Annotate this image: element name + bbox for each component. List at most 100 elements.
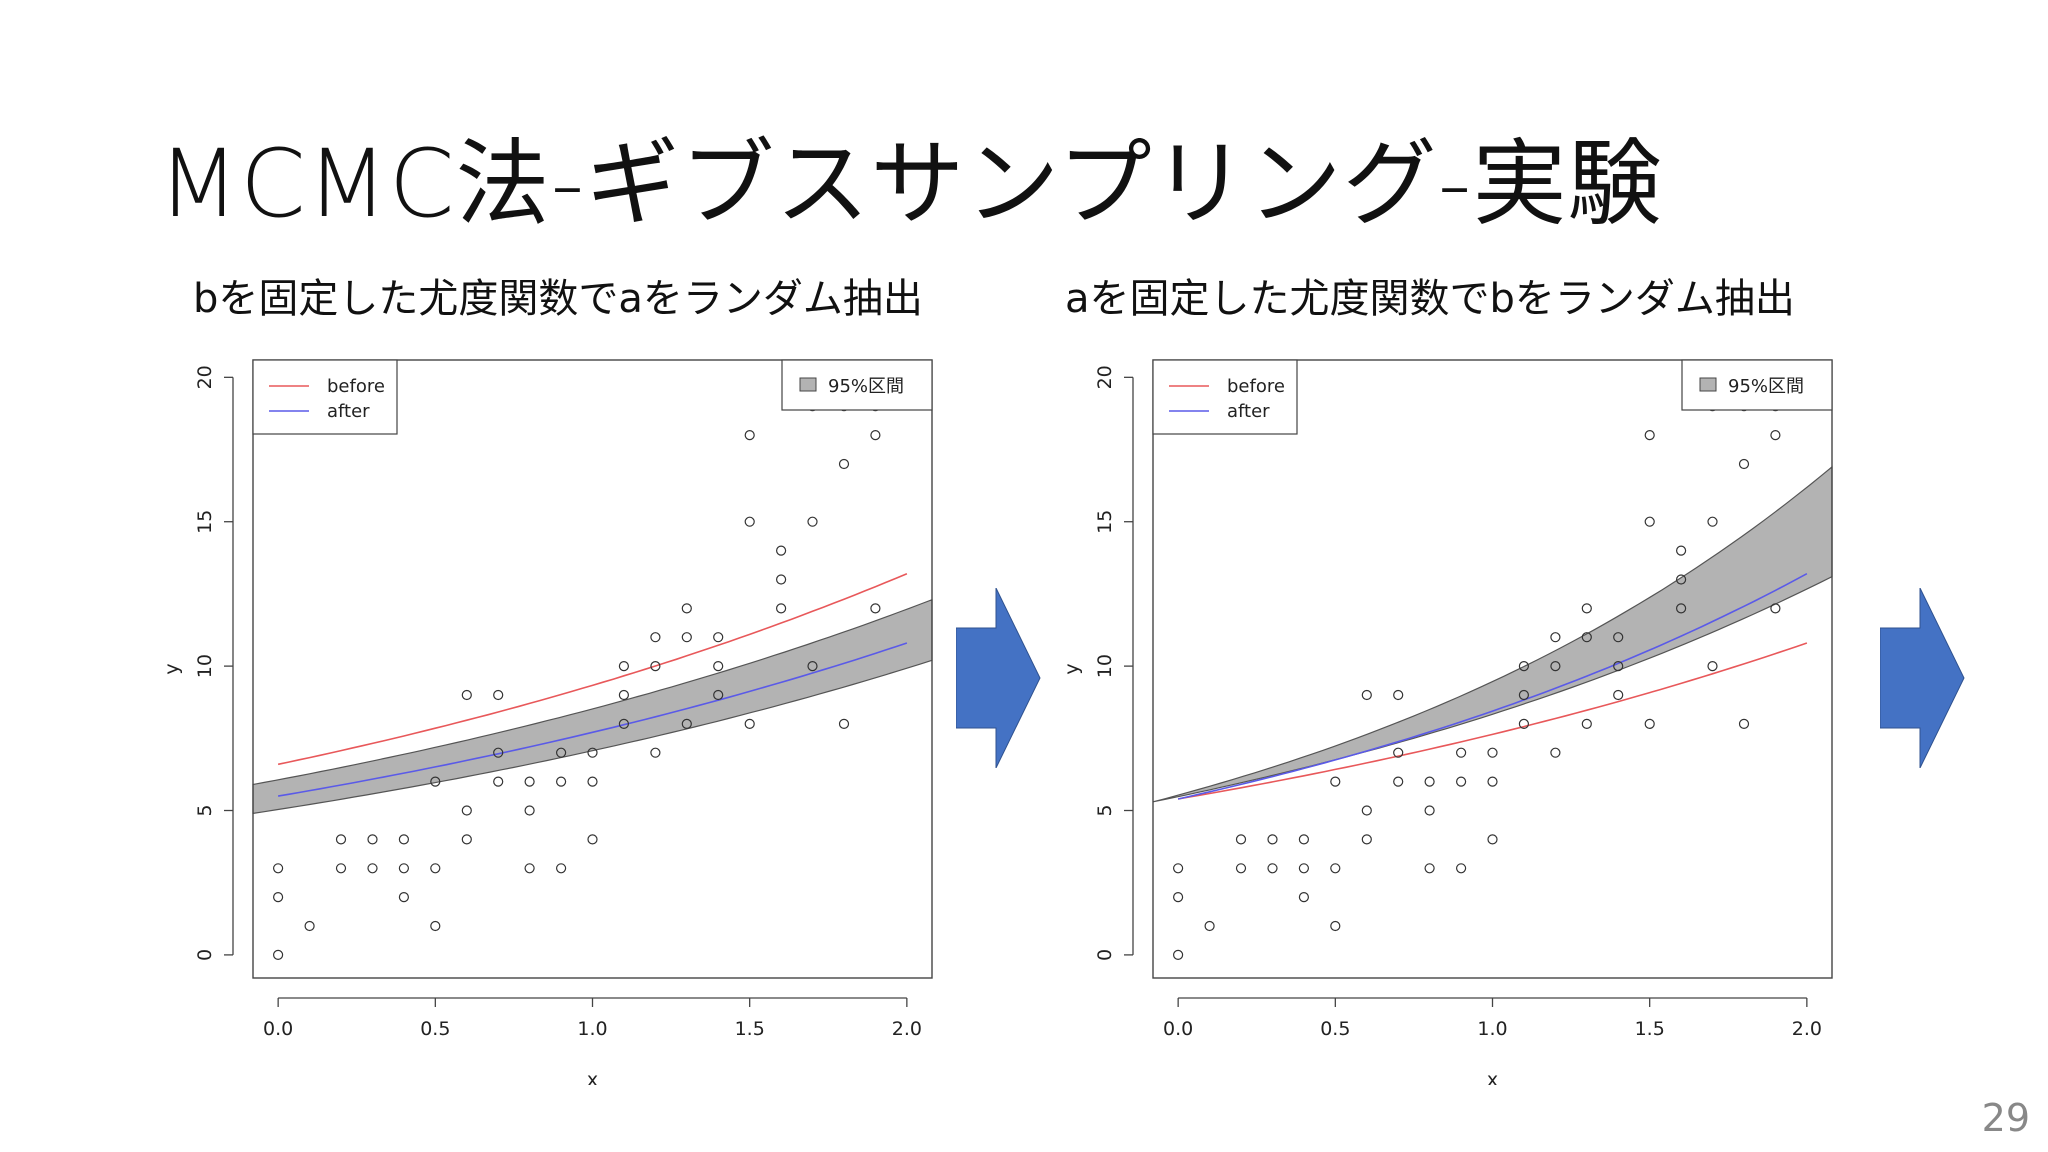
data-point [681,718,692,729]
data-point [556,776,567,787]
data-point [713,661,724,672]
data-point [744,718,755,729]
y-axis-label: y [1061,663,1083,674]
y-axis-label: y [161,663,183,674]
band-legend-swatch [799,377,817,392]
data-point [1393,747,1404,758]
series-legend: before after [1152,359,1298,435]
data-point [650,747,661,758]
data-point [870,603,881,614]
data-point [335,863,347,874]
legend-box [252,359,398,435]
x-axis-label: x [1487,1069,1498,1085]
data-point [1550,747,1561,758]
data-point [775,603,787,614]
y-tick-label: 15 [1094,510,1116,534]
right-scatter-plot: 0.0 0.5 1.0 1.5 2.0 x 0 5 10 15 20 y before after 95%区… [1061,359,1833,1085]
band-legend-label: 95%区間 [1728,376,1804,397]
data-point [618,718,629,729]
series-line-after [1177,572,1808,800]
data-point [398,891,409,903]
y-tick-label: 5 [194,804,216,816]
right-arrow-icon [956,588,1041,768]
band-legend-label: 95%区間 [828,376,904,397]
y-tick-label: 20 [194,365,216,389]
data-point [1581,632,1592,643]
data-point [1675,574,1687,585]
data-point [650,661,661,672]
data-point [587,834,598,845]
y-tick-label: 10 [194,654,216,678]
data-point [273,891,284,903]
data-point [1361,689,1372,701]
data-point [1675,545,1687,556]
data-point [1613,661,1624,672]
data-point [681,603,692,614]
data-point [335,834,347,845]
legend-label-after: after [327,401,370,422]
x-tick-label: 1.5 [735,1018,765,1040]
data-point [273,863,284,874]
right-arrow-icon [1880,588,1965,768]
data-point [587,776,598,787]
data-point [1298,834,1309,845]
data-point [304,920,315,932]
confidence-band-95 [252,598,933,815]
band-legend: 95%区間 [1681,359,1833,411]
page-number: 29 [1981,1096,2030,1140]
x-axis-label: x [587,1069,598,1085]
data-point [430,920,441,932]
data-point [398,834,409,845]
data-point [838,718,850,729]
data-point [807,516,818,527]
data-point [1770,429,1781,441]
data-point [1361,834,1372,845]
data-point [524,863,535,874]
legend-label-after: after [1227,401,1270,422]
data-point [1613,689,1624,701]
data-point [461,689,472,701]
data-point [461,834,472,845]
legend-label-before: before [1227,376,1285,397]
x-tick-label: 0.5 [1320,1018,1350,1040]
data-point [367,834,378,845]
data-point [1235,834,1247,845]
data-point [713,632,724,643]
data-point [430,863,441,874]
data-point [1456,863,1467,874]
data-point [744,516,755,527]
confidence-band-95 [1152,465,1833,803]
data-point [1738,718,1750,729]
plot-frame [1152,359,1833,979]
x-tick-label: 2.0 [892,1018,922,1040]
data-point [775,545,787,556]
data-point [1204,920,1215,932]
data-point [398,863,409,874]
data-point [1613,632,1624,643]
data-point [430,776,441,787]
data-point [1581,603,1592,614]
data-point [1707,516,1718,527]
data-point [775,574,787,585]
data-point [1361,805,1372,816]
data-point [1581,718,1592,729]
data-point [587,747,598,758]
slide-title: MCMC法-ギブスサンプリング-実験 [158,130,1663,239]
data-point [1424,776,1435,787]
right-chart-subtitle: aを固定した尤度関数でbをランダム抽出 [1065,276,1795,322]
data-point [493,689,504,701]
data-point [1173,863,1184,874]
y-tick-label: 10 [1094,654,1116,678]
data-point [650,632,661,643]
data-point [1487,834,1498,845]
data-point [1456,747,1467,758]
x-tick-label: 0.5 [420,1018,450,1040]
data-point [838,458,850,470]
data-point [618,661,629,672]
data-point [1518,689,1529,701]
x-tick-label: 2.0 [1792,1018,1822,1040]
series-legend: before after [252,359,398,435]
data-point [1298,863,1309,874]
data-point [1424,863,1435,874]
y-tick-label: 0 [1094,949,1116,961]
